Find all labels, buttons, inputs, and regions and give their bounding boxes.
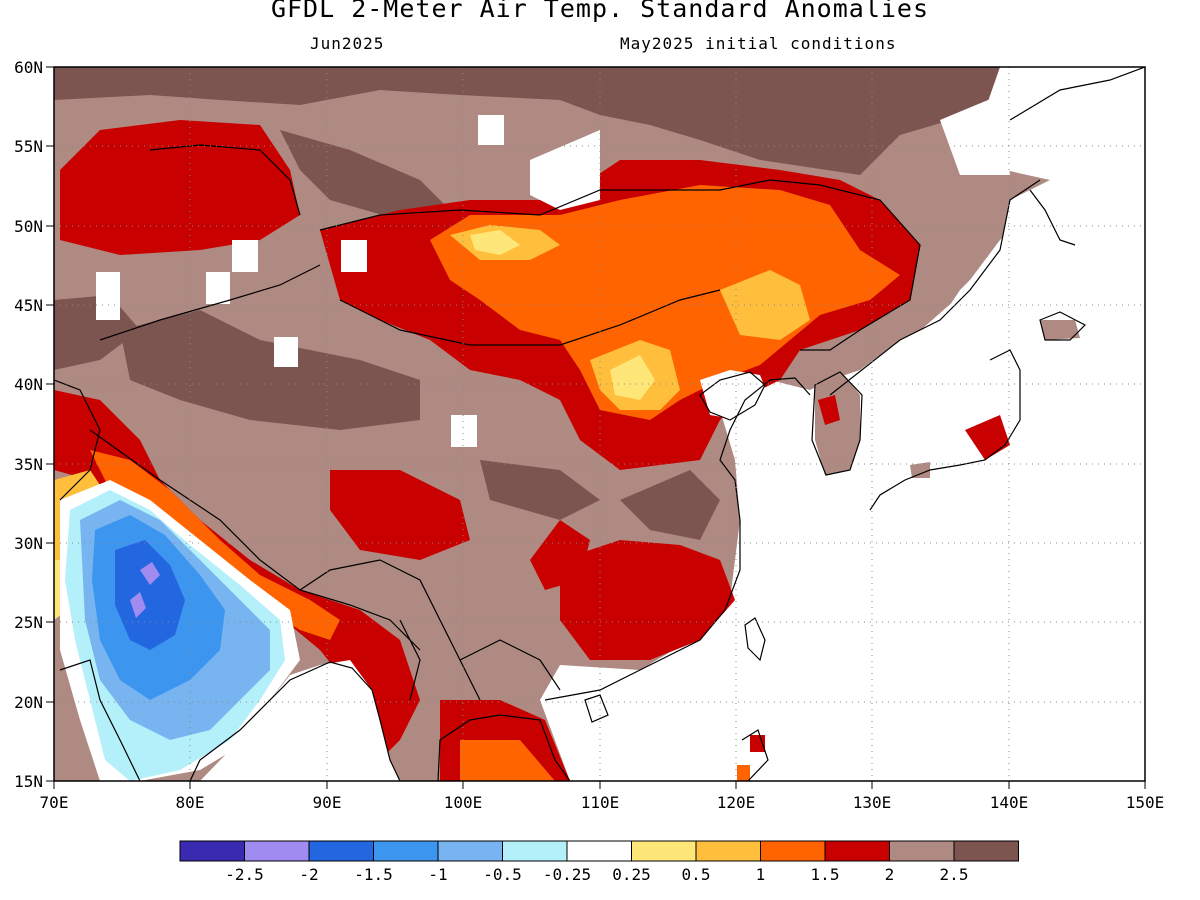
colorbar-label: 2.5 xyxy=(940,865,969,884)
lon-label: 80E xyxy=(176,793,205,812)
lat-label: 55N xyxy=(14,137,43,156)
lat-label: 20N xyxy=(14,693,43,712)
colorbar-label: 1.5 xyxy=(811,865,840,884)
lat-label: 35N xyxy=(14,455,43,474)
lat-ticks xyxy=(46,66,54,782)
colorbar-label: 0.5 xyxy=(682,865,711,884)
colorbar-swatch xyxy=(953,840,1019,862)
anomaly-field xyxy=(54,67,1145,781)
colorbar-swatch xyxy=(824,840,890,862)
colorbar-label: 1 xyxy=(756,865,766,884)
lon-label: 90E xyxy=(313,793,342,812)
lon-label: 100E xyxy=(444,793,483,812)
colorbar-swatch xyxy=(437,840,503,862)
lon-label: 140E xyxy=(990,793,1029,812)
colorbar-label: -0.25 xyxy=(543,865,591,884)
colorbar-labels: -2.5 -2 -1.5 -1 -0.5 -0.25 0.25 0.5 1 1.… xyxy=(225,865,968,884)
colorbar-label: -2 xyxy=(299,865,318,884)
lon-label: 150E xyxy=(1126,793,1165,812)
lat-label: 45N xyxy=(14,296,43,315)
colorbar-swatch xyxy=(502,840,568,862)
lon-label: 70E xyxy=(40,793,69,812)
colorbar-swatch xyxy=(631,840,697,862)
colorbar-label: 0.25 xyxy=(612,865,651,884)
colorbar-label: -2.5 xyxy=(225,865,264,884)
graticule xyxy=(54,67,1145,781)
lon-label: 120E xyxy=(717,793,756,812)
lon-ticks xyxy=(53,781,1146,789)
lat-label: 50N xyxy=(14,217,43,236)
colorbar-swatch xyxy=(179,840,245,862)
lat-label: 60N xyxy=(14,58,43,77)
colorbar-swatch xyxy=(373,840,439,862)
lon-label: 110E xyxy=(581,793,620,812)
colorbar-swatch xyxy=(566,840,632,862)
map-plot-area xyxy=(54,67,1145,781)
colorbar-swatch xyxy=(695,840,761,862)
coastlines xyxy=(54,67,1145,781)
colorbar xyxy=(179,840,1019,862)
lat-label: 15N xyxy=(14,772,43,791)
lat-label: 40N xyxy=(14,375,43,394)
colorbar-label: -1 xyxy=(428,865,447,884)
colorbar-label: -1.5 xyxy=(354,865,393,884)
colorbar-swatch xyxy=(760,840,826,862)
init-conditions-label: May2025 initial conditions xyxy=(620,34,897,53)
valid-month-label: Jun2025 xyxy=(310,34,385,53)
lat-label: 30N xyxy=(14,534,43,553)
map-title: GFDL 2-Meter Air Temp. Standard Anomalie… xyxy=(270,0,930,23)
latitude-axis: 15N 20N 25N 30N 35N 40N 45N 50N 55N 60N xyxy=(14,58,43,791)
colorbar-label: -0.5 xyxy=(483,865,522,884)
colorbar-swatch xyxy=(889,840,955,862)
longitude-axis: 70E 80E 90E 100E 110E 120E 130E 140E 150… xyxy=(40,793,1165,812)
colorbar-label: 2 xyxy=(885,865,895,884)
lon-label: 130E xyxy=(853,793,892,812)
colorbar-swatch xyxy=(308,840,374,862)
lat-label: 25N xyxy=(14,613,43,632)
colorbar-swatch xyxy=(244,840,310,862)
